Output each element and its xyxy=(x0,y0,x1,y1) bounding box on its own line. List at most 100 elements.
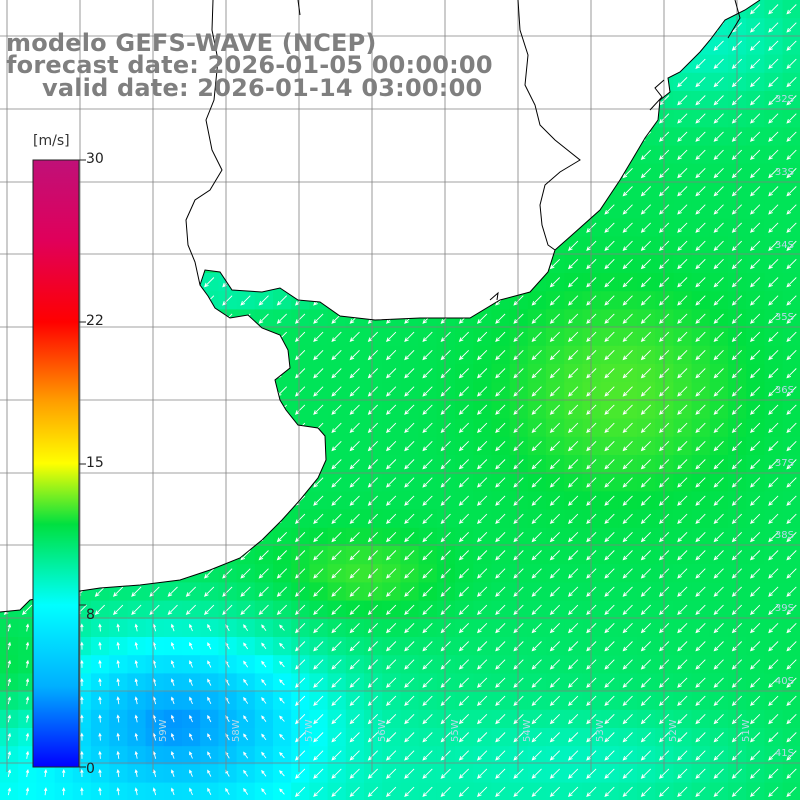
wind-arrow xyxy=(713,295,724,306)
wind-arrow xyxy=(549,622,561,634)
wind-arrow xyxy=(604,677,615,688)
wind-arrow xyxy=(367,622,379,634)
wind-arrow xyxy=(531,513,542,525)
wind-arrow xyxy=(640,641,652,652)
wind-arrow xyxy=(7,750,12,759)
wind-arrow xyxy=(279,788,285,795)
wind-arrow xyxy=(749,258,761,270)
wind-arrow xyxy=(25,714,30,723)
wind-arrow xyxy=(279,679,285,686)
wind-arrow xyxy=(458,695,470,707)
wind-arrow xyxy=(385,586,397,597)
wind-arrow xyxy=(749,622,761,634)
wind-arrow xyxy=(677,495,688,506)
wind-arrow xyxy=(695,568,706,579)
wind-arrow xyxy=(640,586,652,597)
wind-arrow xyxy=(440,331,451,343)
wind-arrow xyxy=(476,586,488,597)
wind-arrow xyxy=(567,404,579,415)
wind-arrow xyxy=(476,695,488,707)
wind-arrow xyxy=(531,477,542,488)
wind-arrow xyxy=(640,513,652,525)
wind-arrow xyxy=(549,768,561,779)
wind-arrow xyxy=(513,422,524,434)
wind-arrow xyxy=(279,697,285,704)
wind-arrow xyxy=(422,440,433,452)
wind-arrow xyxy=(768,386,779,397)
wind-arrow xyxy=(749,349,761,361)
wind-arrow xyxy=(367,568,379,579)
wind-arrow xyxy=(294,659,306,670)
wind-arrow xyxy=(531,313,542,324)
wind-arrow xyxy=(567,277,579,288)
wind-arrow xyxy=(622,495,633,506)
wind-arrow xyxy=(404,422,415,434)
wind-arrow xyxy=(786,295,797,306)
wind-arrow xyxy=(476,404,488,415)
wind-arrow xyxy=(134,696,138,705)
wind-arrow xyxy=(749,277,761,288)
wind-arrow xyxy=(713,58,724,70)
wind-arrow xyxy=(695,459,706,470)
wind-arrow xyxy=(422,659,433,670)
wind-arrow xyxy=(640,622,652,634)
lon-label: 53W xyxy=(595,719,606,742)
wind-arrow xyxy=(531,459,542,470)
wind-arrow xyxy=(713,40,724,51)
wind-arrow xyxy=(731,768,743,779)
wind-arrow xyxy=(367,659,379,670)
wind-arrow xyxy=(786,622,797,634)
wind-arrow xyxy=(276,295,288,306)
wind-arrow xyxy=(422,677,433,688)
wind-arrow xyxy=(207,660,212,668)
wind-arrow xyxy=(622,404,633,415)
wind-arrow xyxy=(349,404,360,415)
wind-arrow xyxy=(294,313,306,324)
wind-arrow xyxy=(313,368,324,379)
wind-arrow xyxy=(495,677,506,688)
wind-arrow xyxy=(640,422,652,434)
wind-arrow xyxy=(786,786,797,798)
wind-arrow xyxy=(367,586,379,597)
wind-arrow xyxy=(640,240,652,252)
wind-arrow xyxy=(422,349,433,361)
wind-arrow xyxy=(567,677,579,688)
lat-label: 32S xyxy=(774,94,794,105)
wind-arrow xyxy=(207,769,212,777)
wind-arrow xyxy=(549,568,561,579)
wind-arrow xyxy=(567,422,579,434)
wind-arrow xyxy=(225,787,230,795)
wind-arrow xyxy=(458,568,470,579)
wind-arrow xyxy=(385,659,397,670)
wind-arrow xyxy=(440,732,451,743)
wind-arrow xyxy=(313,513,324,525)
wind-arrow xyxy=(170,623,175,632)
wind-arrow xyxy=(404,531,415,543)
wind-arrow xyxy=(713,550,724,561)
wind-arrow xyxy=(458,495,470,506)
wind-arrow xyxy=(207,733,212,741)
wind-arrow xyxy=(713,222,724,233)
lat-label: 38S xyxy=(774,530,794,541)
wind-arrow xyxy=(294,550,306,561)
wind-arrow xyxy=(385,513,397,525)
wind-arrow xyxy=(243,769,249,777)
wind-arrow xyxy=(695,295,706,306)
wind-arrow xyxy=(367,386,379,397)
wind-arrow xyxy=(695,477,706,488)
wind-arrow xyxy=(116,768,120,778)
lat-lon-grid xyxy=(0,0,800,772)
wind-arrow xyxy=(43,787,48,796)
wind-arrow xyxy=(640,331,652,343)
wind-arrow xyxy=(313,768,324,779)
wind-arrow xyxy=(604,622,615,634)
wind-arrow xyxy=(768,513,779,525)
wind-arrow xyxy=(7,641,12,650)
wind-arrow xyxy=(331,349,342,361)
wind-arrow xyxy=(531,604,542,616)
wind-arrow xyxy=(458,477,470,488)
wind-arrow xyxy=(440,477,451,488)
wind-arrow xyxy=(749,786,761,798)
wind-arrow xyxy=(604,440,615,452)
wind-arrow xyxy=(640,568,652,579)
